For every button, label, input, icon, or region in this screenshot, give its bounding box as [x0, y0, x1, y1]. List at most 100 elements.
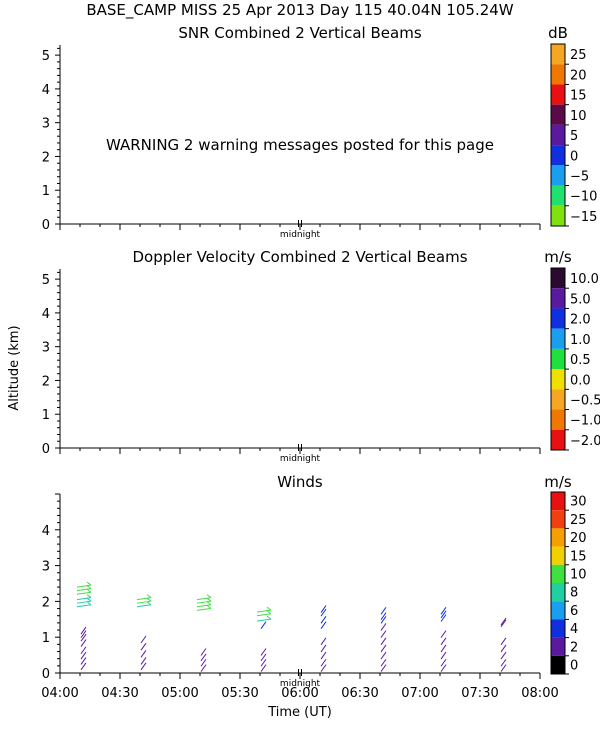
wind-barb-flag	[146, 597, 152, 602]
colorbar-label: 10.0	[570, 272, 599, 287]
colorbar-frame	[550, 267, 566, 451]
colorbar-segment	[551, 429, 565, 450]
colorbar-segment	[551, 546, 565, 565]
colorbar-label: 25	[570, 48, 587, 63]
x-axis-label: Time (UT)	[267, 705, 332, 720]
panel-title: Doppler Velocity Combined 2 Vertical Bea…	[132, 248, 467, 266]
wind-barb	[76, 588, 92, 592]
wind-barb	[500, 658, 507, 667]
colorbar-segment	[551, 288, 565, 309]
colorbar-segment	[551, 583, 565, 602]
wind-barb	[380, 630, 387, 638]
colorbar-segment	[551, 64, 565, 85]
wind-barb-flag	[86, 588, 92, 593]
wind-barb	[80, 662, 87, 671]
wind-barb	[80, 639, 87, 647]
wind-barb-flag	[266, 606, 272, 611]
wind-barb	[440, 651, 447, 660]
y-tick-label: 1	[42, 184, 50, 199]
wind-barb	[380, 616, 387, 624]
panel-2: Doppler Velocity Combined 2 Vertical Bea…	[42, 248, 600, 464]
wind-barb-flag	[266, 610, 272, 615]
wind-barb	[440, 658, 447, 667]
wind-barb	[380, 651, 387, 660]
colorbar-segment	[551, 165, 565, 186]
y-tick-label: 2	[42, 150, 50, 165]
y-tick-label: 5	[42, 49, 50, 64]
colorbar-segment	[551, 409, 565, 430]
wind-barb	[320, 664, 327, 672]
wind-barb	[140, 642, 147, 651]
colorbar-label: 2	[570, 640, 578, 655]
wind-barb	[440, 637, 447, 646]
colorbar-label: 2.0	[570, 313, 591, 328]
y-tick-label: 5	[42, 273, 50, 288]
y-tick-label: 0	[42, 667, 50, 682]
colorbar-segment	[551, 268, 565, 289]
wind-barb	[136, 597, 152, 601]
wind-barb	[76, 584, 92, 588]
colorbar-label: 4	[570, 622, 578, 637]
x-tick-label: 04:30	[101, 686, 138, 701]
wind-barb	[76, 604, 92, 608]
wind-barb	[80, 633, 87, 642]
colorbar-label: −15	[570, 210, 597, 225]
y-tick-label: 0	[42, 442, 50, 457]
wind-barb-flag	[266, 615, 272, 620]
x-tick-label: 06:00	[281, 686, 318, 701]
colorbar-segment	[551, 328, 565, 349]
colorbar-label: 20	[570, 68, 587, 83]
colorbar-label: 5.0	[570, 292, 591, 307]
figure-title: BASE_CAMP MISS 25 Apr 2013 Day 115 40.04…	[86, 1, 513, 20]
wind-barb	[136, 604, 152, 608]
x-tick-label: 07:00	[401, 686, 438, 701]
wind-profile	[136, 594, 152, 671]
colorbar-segment	[551, 185, 565, 206]
wind-barb	[260, 648, 267, 656]
colorbar-label: −0.5	[570, 394, 600, 409]
wind-barb	[76, 600, 92, 604]
warning-message: WARNING 2 warning messages posted for th…	[106, 136, 494, 154]
wind-barb	[80, 630, 87, 638]
wind-barb	[200, 658, 207, 667]
colorbar-label: 0	[570, 658, 578, 673]
wind-barb-flag	[86, 597, 92, 602]
wind-barb-flag	[86, 601, 92, 606]
wind-barb	[320, 644, 327, 653]
wind-barb	[380, 658, 387, 667]
wind-barb	[80, 626, 87, 635]
wind-barb-flag	[146, 601, 152, 606]
wind-barb	[200, 648, 207, 656]
colorbar-segment	[551, 655, 565, 674]
colorbar-segment	[551, 510, 565, 529]
colorbar-label: −5	[570, 170, 589, 185]
wind-profile	[500, 617, 507, 672]
wind-barb	[256, 613, 272, 617]
colorbar-unit: dB	[548, 24, 568, 42]
y-tick-label: 3	[42, 117, 50, 132]
colorbar-segment	[551, 389, 565, 410]
colorbar-label: 20	[570, 531, 587, 546]
wind-barb	[260, 621, 267, 629]
y-tick-label: 4	[42, 83, 50, 98]
wind-barb	[140, 662, 147, 671]
wind-barb	[500, 619, 507, 628]
wind-barb	[380, 664, 387, 672]
colorbar-segment	[551, 84, 565, 105]
wind-barb-flag	[86, 594, 92, 599]
colorbar-segment	[551, 145, 565, 166]
y-tick-label: 3	[42, 560, 50, 575]
wind-barb	[440, 644, 447, 653]
wind-barb-flag	[206, 601, 212, 606]
colorbar-label: 10	[570, 109, 587, 124]
wind-barb	[380, 612, 387, 621]
wind-barb-flag	[86, 585, 92, 590]
colorbar-label: 8	[570, 586, 578, 601]
colorbar-label: 0	[570, 149, 578, 164]
wind-barb	[196, 604, 212, 608]
colorbar-segment	[551, 601, 565, 620]
colorbar-label: 6	[570, 604, 578, 619]
wind-barb	[320, 608, 327, 617]
wind-barb	[320, 621, 327, 629]
midnight-label: midnight	[280, 230, 321, 240]
